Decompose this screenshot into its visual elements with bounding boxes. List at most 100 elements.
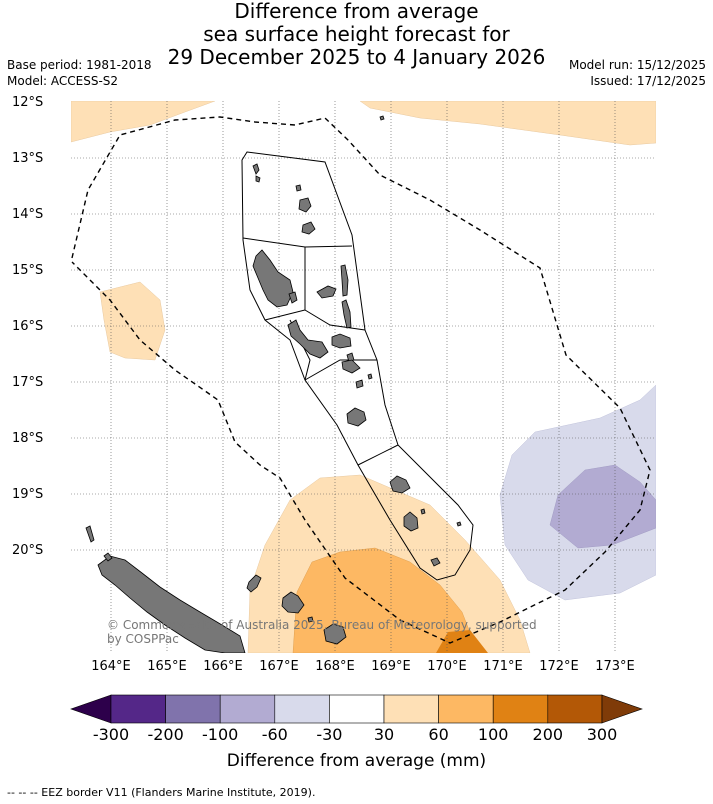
anomaly-30-60-north-east xyxy=(359,101,656,146)
title-line-3: 29 December 2025 to 4 January 2026 xyxy=(167,45,546,69)
colorbar-bin-7 xyxy=(438,694,494,724)
longitude-gridlines xyxy=(110,101,616,653)
colorbar-extend-low xyxy=(70,694,112,724)
colorbar-bin-6 xyxy=(383,694,439,724)
lon-label: 167°E xyxy=(259,659,299,674)
colorbar-bin-3 xyxy=(219,694,276,724)
island-torres-small xyxy=(255,175,261,183)
province-border-shefa-tafea xyxy=(357,444,399,466)
new-caledonia-islands xyxy=(85,525,347,653)
lat-label: 20°S xyxy=(12,543,44,558)
island-ouvea xyxy=(246,574,262,593)
colorbar-bin-4 xyxy=(274,694,330,724)
lon-label: 165°E xyxy=(147,659,187,674)
vanuatu-islands xyxy=(252,115,462,567)
lat-label: 16°S xyxy=(12,319,44,334)
island-north-islet xyxy=(379,115,385,121)
island-belep xyxy=(85,525,95,543)
title-line-1: Difference from average xyxy=(234,0,479,23)
colorbar-tick-label: -200 xyxy=(147,725,184,744)
colorbar-tick-label: -30 xyxy=(316,725,343,744)
island-espiritu-santo xyxy=(252,249,294,308)
colorbar-bin-2 xyxy=(165,694,221,724)
island-ambrym xyxy=(331,333,352,349)
colorbar-bin-5 xyxy=(329,694,385,724)
lon-label: 164°E xyxy=(91,659,131,674)
lat-label: 13°S xyxy=(12,151,44,166)
colorbar-tick-label: -300 xyxy=(92,725,130,744)
colorbar-bin-8 xyxy=(492,694,549,724)
title-line-2: sea surface height forecast for xyxy=(203,22,510,46)
island-efate xyxy=(346,407,367,427)
lat-label: 15°S xyxy=(12,263,44,278)
island-epi xyxy=(341,359,361,374)
island-vanua-lava xyxy=(298,197,312,213)
lat-label: 14°S xyxy=(12,207,44,222)
island-ureparapara xyxy=(295,184,302,192)
colorbar-extend-high xyxy=(601,694,643,724)
colorbar-title: Difference from average (mm) xyxy=(226,751,487,771)
island-malo xyxy=(288,291,298,304)
island-tongoa xyxy=(355,379,364,389)
lon-label: 171°E xyxy=(483,659,523,674)
lon-label: 170°E xyxy=(427,659,467,674)
base-period: Base period: 1981-2018 xyxy=(7,58,152,72)
island-torres xyxy=(252,163,260,175)
colorbar-tick-label: 60 xyxy=(428,725,449,744)
island-matthew xyxy=(456,521,462,527)
vanuatu-province-borders xyxy=(241,151,474,581)
anomaly-100-200-south xyxy=(436,630,488,653)
island-grande-terre-north xyxy=(103,552,113,562)
colorbar-tick-label: 300 xyxy=(586,725,618,744)
lon-label: 166°E xyxy=(203,659,243,674)
island-maewo xyxy=(340,264,349,297)
colorbar-tick-label: 30 xyxy=(373,725,395,744)
island-lifou xyxy=(281,591,305,614)
run-info: Model run: 15/12/2025 Issued: 17/12/2025 xyxy=(569,57,706,89)
island-ambae xyxy=(316,285,337,299)
colorbar-tick-label: 100 xyxy=(477,725,509,744)
island-malakula xyxy=(287,319,329,359)
island-gaua xyxy=(301,221,316,235)
copyright-line-2: by COSPPac xyxy=(107,632,179,646)
lon-label: 169°E xyxy=(371,659,411,674)
anomaly-neg-60-100-east xyxy=(549,464,656,549)
colorbar-tick-label: -60 xyxy=(261,725,288,744)
province-border-malampa-shefa xyxy=(304,359,377,381)
colorbar xyxy=(70,694,643,724)
lat-label: 19°S xyxy=(12,487,44,502)
anomaly-30-60-west xyxy=(99,281,166,361)
colorbar-bin-1 xyxy=(110,694,166,724)
island-aneityum xyxy=(430,557,441,567)
model-name: Model: ACCESS-S2 xyxy=(7,74,119,88)
lat-label: 12°S xyxy=(12,95,44,110)
island-mare xyxy=(323,623,347,645)
model-run: Model run: 15/12/2025 xyxy=(568,58,706,72)
colorbar-tick-label: 200 xyxy=(532,725,564,744)
province-border-penama-malampa xyxy=(304,309,366,331)
lat-label: 17°S xyxy=(12,375,44,390)
anomaly-30-60-north-west xyxy=(71,101,216,143)
island-tanna xyxy=(403,511,419,532)
island-tiga xyxy=(307,616,314,623)
island-shepherds xyxy=(367,373,373,380)
base-info: Base period: 1981-2018 Model: ACCESS-S2 xyxy=(7,57,152,89)
issued-date: Issued: 17/12/2025 xyxy=(590,74,706,88)
island-pentecost xyxy=(341,299,352,329)
copyright-line-1: © Commonwealth of Australia 2025, Bureau… xyxy=(107,618,537,632)
vanuatu-outline xyxy=(241,151,474,581)
lat-label: 18°S xyxy=(12,431,44,446)
island-grande-terre xyxy=(97,555,246,653)
lon-label: 173°E xyxy=(595,659,635,674)
island-aniwa-futuna xyxy=(420,508,426,515)
map-plot-area: © Commonwealth of Australia 2025, Bureau… xyxy=(71,101,656,653)
eez-border xyxy=(71,116,651,644)
lon-label: 172°E xyxy=(539,659,579,674)
island-erromango xyxy=(389,475,411,494)
lon-label: 168°E xyxy=(315,659,355,674)
colorbar-tick-label: -100 xyxy=(202,725,239,744)
colorbar-bin-9 xyxy=(547,694,603,724)
map-title: Difference from average sea surface heig… xyxy=(0,0,713,69)
eez-footnote: -- -- -- EEZ border V11 (Flanders Marine… xyxy=(7,786,316,799)
